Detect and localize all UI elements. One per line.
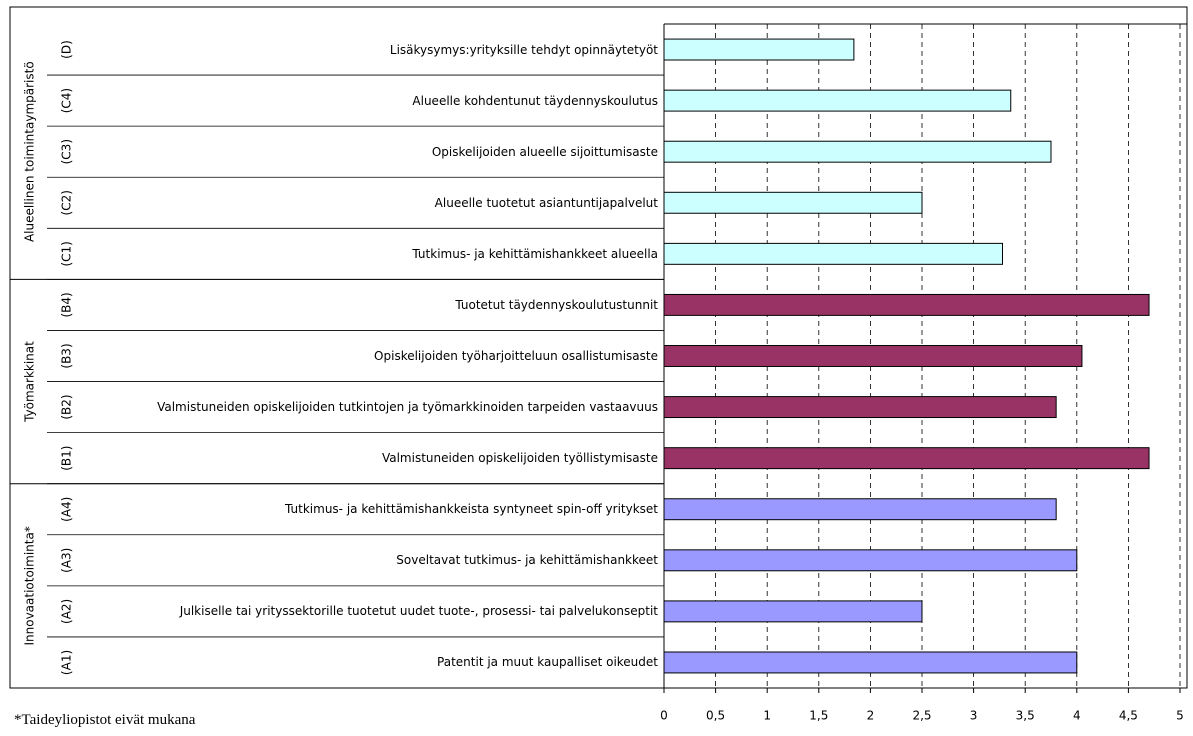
category-label: Valmistuneiden opiskelijoiden tutkintoje… bbox=[86, 382, 658, 433]
category-label: Tuotetut täydennyskoulutustunnit bbox=[86, 279, 658, 330]
bar bbox=[663, 191, 923, 214]
category-code: (A3) bbox=[60, 548, 74, 573]
x-tick-label: 0,5 bbox=[706, 709, 725, 723]
bar bbox=[663, 549, 1078, 572]
category-code: (B1) bbox=[60, 446, 74, 471]
group-label: Innovaatiotoiminta* bbox=[23, 526, 37, 645]
x-tick-label: 5 bbox=[1176, 709, 1184, 723]
bar bbox=[663, 345, 1083, 367]
category-code: (A2) bbox=[60, 599, 74, 624]
category-code: (C4) bbox=[60, 88, 74, 113]
category-label: Lisäkysymys:yrityksille tehdyt opinnäyte… bbox=[86, 24, 658, 75]
category-label: Opiskelijoiden työharjoitteluun osallist… bbox=[86, 330, 658, 381]
bar bbox=[663, 447, 1150, 470]
bar bbox=[663, 89, 1012, 112]
category-text: Opiskelijoiden alueelle sijoittumisaste bbox=[431, 144, 658, 159]
category-label: Patentit ja muut kaupalliset oikeudet bbox=[86, 637, 658, 688]
group-label: Alueellinen toimintaympäristö bbox=[23, 61, 37, 242]
category-code: (B3) bbox=[60, 343, 74, 368]
frame bbox=[9, 6, 1188, 689]
x-tick-label: 2,5 bbox=[912, 709, 931, 723]
bar bbox=[663, 242, 1003, 265]
x-tick-label: 1 bbox=[763, 709, 771, 723]
category-label: Tutkimus- ja kehittämishankkeet alueella bbox=[86, 228, 658, 279]
bar bbox=[663, 38, 855, 61]
bar bbox=[663, 293, 1150, 316]
x-tick-label: 1,5 bbox=[809, 709, 828, 723]
category-code: (C1) bbox=[60, 241, 74, 266]
bar bbox=[663, 600, 923, 623]
group-label: Työmarkkinat bbox=[23, 341, 37, 423]
category-code: (D) bbox=[60, 40, 74, 59]
category-code: (A4) bbox=[60, 497, 74, 522]
category-label: Soveltavat tutkimus- ja kehittämishankke… bbox=[86, 535, 658, 586]
x-tick-label: 2 bbox=[867, 709, 875, 723]
category-text: Julkiselle tai yrityssektorille tuotetut… bbox=[179, 604, 658, 619]
category-code: (C3) bbox=[60, 139, 74, 164]
category-text: Alueelle kohdentunut täydennyskoulutus bbox=[412, 93, 658, 108]
category-text: Tutkimus- ja kehittämishankkeista syntyn… bbox=[285, 502, 658, 517]
x-tick-label: 4,5 bbox=[1119, 709, 1138, 723]
x-tick-label: 3 bbox=[970, 709, 978, 723]
category-text: Tutkimus- ja kehittämishankkeet alueella bbox=[412, 246, 658, 261]
category-label: Julkiselle tai yrityssektorille tuotetut… bbox=[86, 586, 658, 637]
category-label: Tutkimus- ja kehittämishankkeista syntyn… bbox=[86, 484, 658, 535]
category-text: Alueelle tuotetut asiantuntijapalvelut bbox=[434, 195, 658, 210]
category-text: Lisäkysymys:yrityksille tehdyt opinnäyte… bbox=[389, 42, 658, 57]
bar bbox=[663, 140, 1052, 163]
category-code: (C2) bbox=[60, 190, 74, 215]
category-text: Opiskelijoiden työharjoitteluun osallist… bbox=[374, 348, 658, 363]
bar bbox=[663, 651, 1078, 674]
category-label: Alueelle kohdentunut täydennyskoulutus bbox=[86, 75, 658, 126]
category-text: Patentit ja muut kaupalliset oikeudet bbox=[437, 655, 658, 670]
category-text: Tuotetut täydennyskoulutustunnit bbox=[455, 297, 658, 312]
category-label: Valmistuneiden opiskelijoiden työllistym… bbox=[86, 433, 658, 484]
bar bbox=[663, 396, 1057, 419]
category-label: Opiskelijoiden alueelle sijoittumisaste bbox=[86, 126, 658, 177]
footnote: *Taideyliopistot eivät mukana bbox=[14, 712, 196, 728]
category-code: (A1) bbox=[60, 650, 74, 675]
x-tick-label: 3,5 bbox=[1016, 709, 1035, 723]
x-tick-label: 4 bbox=[1073, 709, 1081, 723]
category-text: Soveltavat tutkimus- ja kehittämishankke… bbox=[396, 553, 658, 568]
category-text: Valmistuneiden opiskelijoiden työllistym… bbox=[381, 451, 658, 466]
bar bbox=[663, 498, 1057, 521]
x-tick-label: 0 bbox=[660, 709, 668, 723]
category-code: (B2) bbox=[60, 394, 74, 419]
category-label: Alueelle tuotetut asiantuntijapalvelut bbox=[86, 177, 658, 228]
category-text: Valmistuneiden opiskelijoiden tutkintoje… bbox=[157, 400, 658, 415]
category-code: (B4) bbox=[60, 292, 74, 317]
